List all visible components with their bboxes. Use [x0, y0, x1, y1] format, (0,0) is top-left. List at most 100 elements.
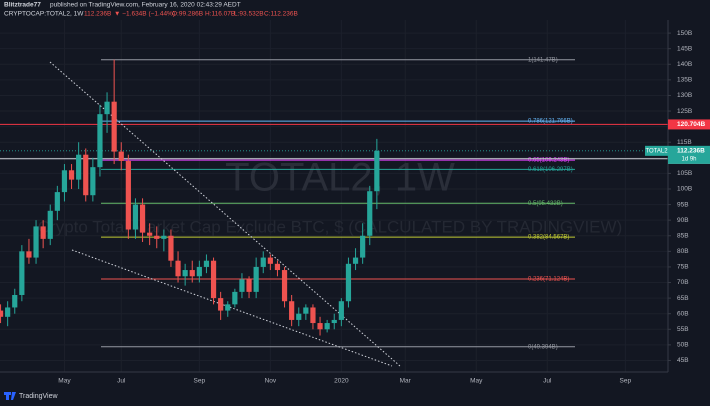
candle-body	[203, 260, 210, 267]
last-price-label: 112.236B	[677, 148, 705, 155]
candle-body	[125, 160, 131, 230]
x-tick-label: Mar	[400, 378, 412, 385]
candle-body	[132, 204, 139, 230]
grid	[0, 20, 668, 372]
trendline	[71, 249, 393, 367]
candle-body	[274, 263, 281, 271]
header-author: Blitztrade77	[4, 2, 41, 9]
candle-body	[360, 235, 366, 258]
candle-body	[26, 251, 32, 258]
x-tick-label: May	[470, 378, 483, 385]
y-tick-label: 55B	[677, 326, 689, 333]
watermark-subtitle: Crypto Total Market Cap Exclude BTC, $ (…	[38, 217, 622, 236]
fib-label: 0(49.394B)	[528, 344, 558, 350]
x-tick-label: Sep	[194, 378, 206, 385]
price-box-label: 120.704B	[677, 121, 705, 128]
y-tick-label: 45B	[677, 357, 689, 364]
candle-body	[12, 294, 18, 308]
header-symbol: CRYPTOCAP:TOTAL2, 1W	[4, 11, 84, 18]
header-published: published on TradingView.com, February 1…	[50, 2, 241, 9]
candle-body	[246, 279, 252, 292]
candle-body	[90, 167, 96, 196]
candle-body	[196, 266, 202, 277]
candle-body	[296, 313, 302, 320]
x-tick-label: May	[58, 378, 71, 385]
countdown: 1d 9h	[681, 156, 696, 162]
candle-body	[97, 114, 103, 168]
candle-body	[331, 319, 337, 324]
candle-body	[239, 279, 245, 292]
header-ohlc: L:93.532B	[234, 11, 264, 18]
x-tick-label: Sep	[620, 378, 632, 385]
candle-body	[289, 301, 295, 320]
candles	[0, 59, 380, 336]
footer-brand: TradingView	[19, 393, 58, 400]
last-price-name: TOTAL2	[645, 148, 668, 154]
last-price-name-box	[645, 145, 668, 156]
y-tick-label: 135B	[677, 77, 692, 84]
candle-body	[76, 154, 82, 180]
watermark-title: TOTAL2, 1W	[225, 156, 455, 200]
candle-body	[33, 226, 39, 258]
candle-body	[40, 226, 46, 239]
candle-body	[104, 101, 110, 115]
candle-body	[310, 307, 316, 324]
x-tick-label: Jul	[543, 378, 552, 385]
logo-icon	[4, 392, 16, 400]
y-tick-label: 130B	[677, 92, 692, 99]
x-tick-label: Jul	[117, 378, 126, 385]
candle-body	[5, 307, 11, 317]
candle-body	[281, 270, 288, 302]
candle-body	[168, 235, 174, 261]
candle-body	[338, 301, 344, 320]
candle-body	[260, 257, 266, 267]
candle-body	[61, 170, 68, 193]
logo: TradingView	[4, 392, 58, 400]
candle-body	[189, 270, 195, 277]
candle-body	[19, 251, 25, 295]
fib-label: 0.65(109.243B)	[528, 158, 569, 164]
candle-body	[324, 323, 330, 330]
candle-body	[154, 235, 160, 239]
header-ohlc: C:112.236B	[264, 11, 298, 18]
y-tick-label: 100B	[677, 186, 692, 193]
candle-body	[0, 310, 4, 317]
candle-body	[118, 151, 124, 161]
price-box	[668, 119, 710, 130]
y-tick-label: 95B	[677, 201, 689, 208]
candle-body	[182, 270, 188, 277]
candle-body	[161, 235, 167, 239]
y-tick-label: 80B	[677, 248, 689, 255]
candle-body	[374, 150, 380, 192]
header-ohlc: H:116.07B	[205, 11, 235, 18]
candle-body	[317, 323, 323, 330]
candle-body	[210, 260, 217, 299]
candle-body	[267, 257, 273, 264]
y-tick-label: 75B	[677, 264, 689, 271]
candle-body	[303, 307, 309, 314]
y-tick-label: 85B	[677, 232, 689, 239]
candle-body	[54, 192, 60, 211]
y-tick-label: 115B	[677, 139, 692, 146]
candle-body	[47, 210, 53, 239]
candle-body	[147, 232, 153, 236]
candle-body	[253, 266, 259, 292]
candle-body	[367, 191, 373, 236]
candle-body	[352, 257, 359, 264]
candle-body	[232, 291, 238, 305]
fib-label: 0.5(95.432B)	[528, 201, 563, 207]
fib-label: 1(141.47B)	[528, 57, 558, 63]
candle-body	[83, 154, 89, 196]
candle-body	[139, 204, 146, 233]
y-tick-label: 105B	[677, 170, 692, 177]
y-tick-label: 140B	[677, 61, 692, 68]
y-tick-label: 60B	[677, 310, 689, 317]
y-tick-label: 145B	[677, 45, 692, 52]
y-tick-label: 150B	[677, 30, 692, 37]
levels: 1(141.47B) 0.786(121.766B) 0.65(109.243B) 0…	[0, 57, 668, 350]
fib-label: 0.236(71.124B)	[528, 277, 569, 283]
header-ohlc: O:99.286B	[172, 11, 203, 18]
header-change: ▼ −1.634B (−1.44%)	[114, 11, 175, 18]
x-tick-label: Nov	[265, 378, 277, 385]
